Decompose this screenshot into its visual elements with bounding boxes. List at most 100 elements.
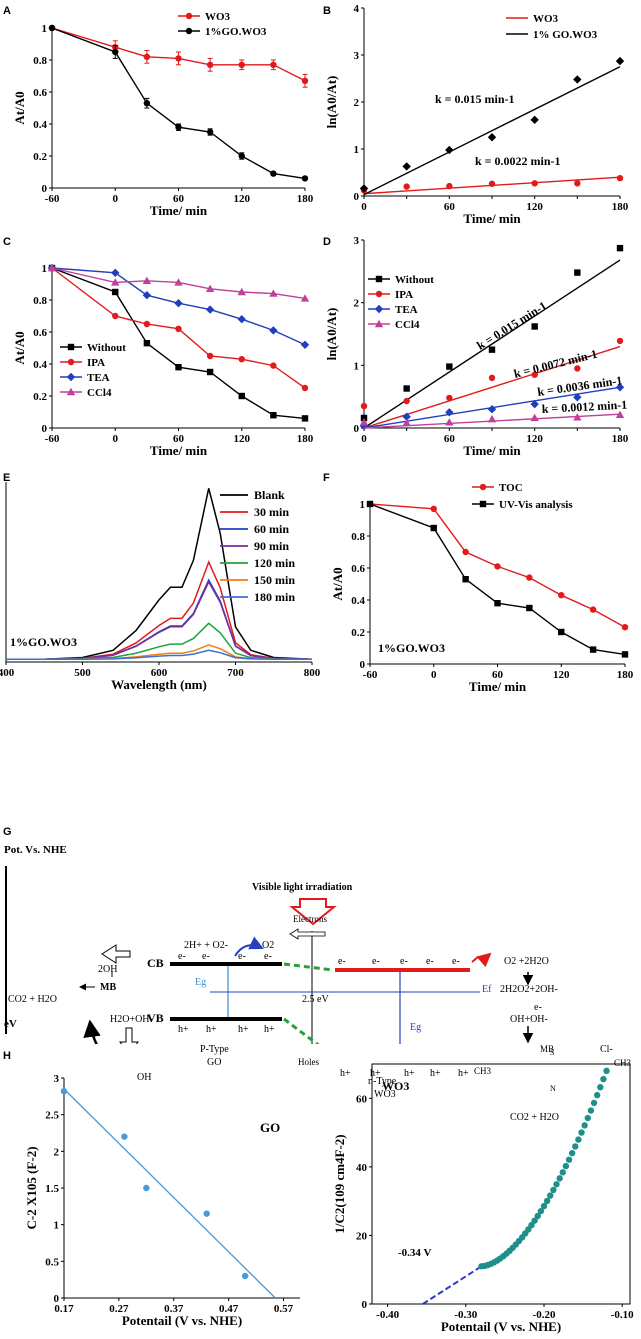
data-point bbox=[562, 1162, 570, 1170]
h-wo3-2: h+ bbox=[370, 1068, 381, 1079]
h-go-3: h+ bbox=[238, 1024, 249, 1035]
two-oh-label: 2OH bbox=[98, 964, 118, 975]
legend-label: TOC bbox=[499, 482, 523, 494]
x-tick-label: -60 bbox=[45, 193, 60, 205]
data-point bbox=[270, 362, 277, 369]
legend-label: WO3 bbox=[205, 11, 231, 23]
e-go-1: e- bbox=[178, 951, 186, 962]
x-tick-label: -0.40 bbox=[376, 1309, 399, 1321]
data-point bbox=[531, 371, 538, 378]
y-tick-label: 2 bbox=[54, 1146, 60, 1158]
electrons-label: Electrons bbox=[293, 914, 327, 924]
h-reaction-label: 2H+ + O2- bbox=[184, 940, 229, 951]
x-tick-label: 120 bbox=[526, 433, 543, 445]
x-tick-label: 180 bbox=[612, 201, 629, 213]
data-point bbox=[205, 284, 215, 292]
series-line-2 bbox=[51, 267, 306, 346]
x-tick-label: -60 bbox=[45, 433, 60, 445]
legend-marker bbox=[67, 358, 75, 366]
spectrum-3 bbox=[6, 580, 313, 661]
mb-left-label: MB bbox=[100, 982, 117, 993]
data-point bbox=[206, 352, 214, 360]
visible-light-label: Visible light irradiation bbox=[252, 882, 353, 893]
e-go-4: e- bbox=[264, 951, 272, 962]
panel-label-b: B bbox=[323, 5, 331, 17]
chart-d: 0 60 120 180 0 1 2 3 Time/ min ln(A0/At) Without IP… bbox=[324, 235, 629, 458]
data-point bbox=[526, 604, 533, 612]
fit-line bbox=[63, 1088, 276, 1299]
data-point bbox=[301, 415, 309, 422]
data-point bbox=[578, 1129, 585, 1136]
data-point bbox=[430, 524, 437, 532]
h-go-4: h+ bbox=[264, 1024, 275, 1035]
x-axis-label: Time/ min bbox=[463, 443, 521, 458]
data-point bbox=[403, 397, 410, 405]
data-point bbox=[142, 276, 152, 284]
data-point bbox=[445, 408, 454, 417]
oh-oh-label: OH+OH- bbox=[510, 1014, 548, 1025]
y-tick-label: 0 bbox=[54, 1293, 60, 1305]
data-point bbox=[573, 413, 582, 421]
series-line-1 bbox=[369, 503, 626, 656]
x-tick-label: 0.37 bbox=[164, 1303, 184, 1315]
data-point bbox=[60, 1088, 68, 1095]
x-axis-label: Potentail (V vs. NHE) bbox=[122, 1313, 242, 1328]
data-point bbox=[556, 1175, 563, 1182]
data-point bbox=[572, 1143, 579, 1150]
y-tick-label: 4 bbox=[354, 3, 360, 15]
h-go-2: h+ bbox=[206, 1024, 217, 1035]
data-point bbox=[615, 410, 625, 419]
legend-label: IPA bbox=[87, 357, 105, 369]
data-point bbox=[574, 269, 581, 276]
data-point bbox=[238, 392, 245, 400]
data-point bbox=[528, 1221, 535, 1229]
series-line-0 bbox=[51, 267, 306, 420]
legend-marker bbox=[67, 343, 75, 351]
data-point bbox=[47, 263, 57, 272]
panel-label-g: G bbox=[3, 826, 12, 838]
data-point bbox=[48, 24, 56, 32]
data-point bbox=[530, 413, 539, 422]
y-axis-label: C-2 X105 (F-2) bbox=[24, 1146, 39, 1229]
ch3-label-1: CH3 bbox=[474, 1066, 492, 1076]
legend-label: CCl4 bbox=[395, 319, 420, 331]
data-point bbox=[238, 356, 245, 363]
data-point bbox=[360, 402, 368, 410]
data-point bbox=[174, 299, 183, 308]
data-point bbox=[600, 1075, 607, 1083]
h-wo3-5: h+ bbox=[458, 1068, 469, 1079]
data-point bbox=[360, 414, 368, 422]
x-tick-label: 700 bbox=[227, 667, 244, 679]
y-tick-label: 1 bbox=[42, 23, 48, 35]
data-point bbox=[301, 175, 309, 182]
data-point bbox=[488, 346, 496, 353]
data-point bbox=[446, 182, 453, 190]
data-point bbox=[403, 183, 410, 190]
mb-s-label: S bbox=[550, 1048, 555, 1057]
data-point bbox=[616, 244, 624, 252]
x-tick-label: 60 bbox=[444, 433, 456, 445]
series-line-0 bbox=[51, 27, 306, 82]
e-wo3-1: e- bbox=[338, 956, 346, 967]
annotation-k-go: k = 0.015 min-1 bbox=[435, 92, 515, 106]
y-tick-label: 3 bbox=[354, 235, 360, 247]
legend-marker bbox=[374, 304, 384, 314]
y-tick-label: 2.5 bbox=[45, 1110, 59, 1122]
panel-label-a: A bbox=[3, 5, 11, 17]
x-axis-label: Time/ min bbox=[469, 679, 527, 694]
x-tick-label: 180 bbox=[297, 193, 314, 205]
data-point bbox=[543, 1197, 551, 1205]
x-tick-label: 0.57 bbox=[274, 1303, 294, 1315]
data-point bbox=[621, 651, 629, 658]
y-tick-label: 2 bbox=[354, 298, 360, 310]
data-point bbox=[494, 600, 501, 607]
holes-label: Holes bbox=[298, 1057, 319, 1067]
x-tick-label: 120 bbox=[526, 201, 543, 213]
wo3-label: WO3 bbox=[374, 1089, 396, 1100]
data-point bbox=[593, 1091, 601, 1099]
mechanism-scheme: Pot. Vs. NHE Visible light irradiation E… bbox=[0, 844, 641, 1123]
y-tick-label: 0.6 bbox=[351, 563, 365, 575]
data-point bbox=[531, 1217, 538, 1224]
